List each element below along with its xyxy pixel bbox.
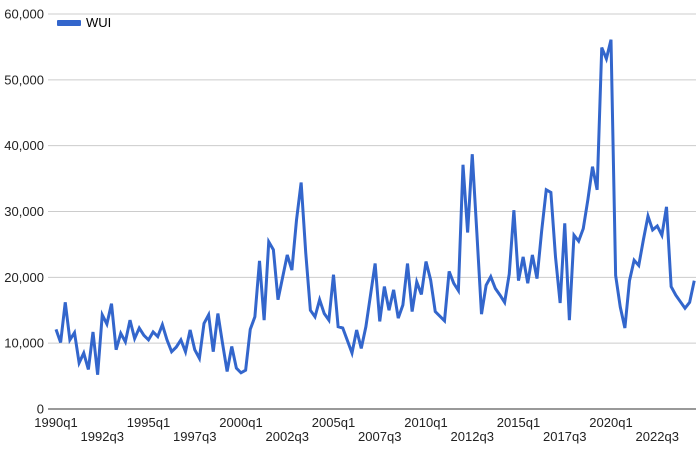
y-axis-label: 50,000 <box>4 72 44 87</box>
x-axis-label: 2015q1 <box>497 415 540 430</box>
y-axis-label: 40,000 <box>4 138 44 153</box>
y-axis-label: 10,000 <box>4 336 44 351</box>
x-axis-label: 1997q3 <box>173 429 216 444</box>
x-axis-label: 1992q3 <box>81 429 124 444</box>
legend-label-wui: WUI <box>86 15 112 30</box>
y-axis-label: 30,000 <box>4 204 44 219</box>
x-axis-label: 1995q1 <box>127 415 170 430</box>
y-axis-label: 60,000 <box>4 7 44 22</box>
x-axis-label: 2022q3 <box>636 429 679 444</box>
x-axis-label: 2005q1 <box>312 415 355 430</box>
x-axis-label: 2007q3 <box>358 429 401 444</box>
x-axis-label: 2020q1 <box>589 415 632 430</box>
x-axis-label: 2017q3 <box>543 429 586 444</box>
x-axis-label: 2012q3 <box>451 429 494 444</box>
y-axis-label: 20,000 <box>4 270 44 285</box>
x-axis-label: 2002q3 <box>266 429 309 444</box>
wui-line <box>54 39 696 375</box>
x-axis-label: 2000q1 <box>219 415 262 430</box>
x-axis-label: 1990q1 <box>34 415 77 430</box>
x-axis-label: 2010q1 <box>404 415 447 430</box>
legend-swatch-wui <box>57 20 81 26</box>
y-axis-label: 0 <box>37 402 44 417</box>
legend: WUI <box>57 16 111 30</box>
